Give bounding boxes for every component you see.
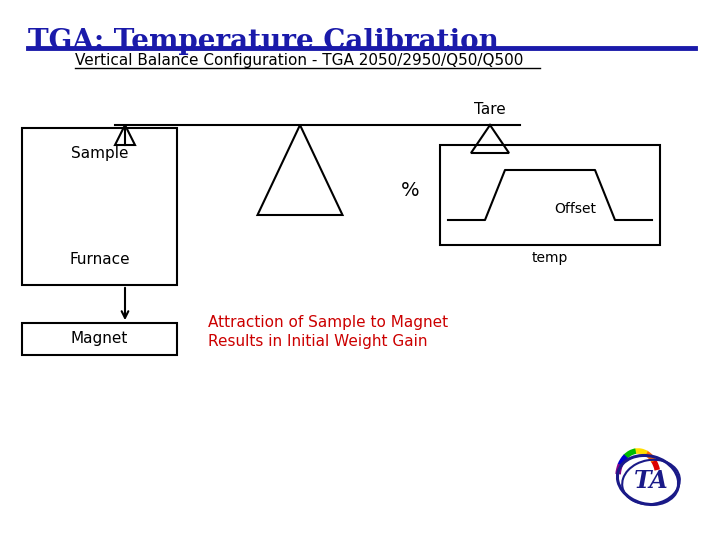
Text: TA: TA [634, 469, 668, 493]
Bar [22, 323, 177, 355]
Text: Results in Initial Weight Gain: Results in Initial Weight Gain [208, 334, 428, 349]
Text: Tare: Tare [474, 102, 506, 117]
Text: Furnace: Furnace [69, 252, 130, 267]
Text: Offset: Offset [554, 202, 596, 216]
Text: Attraction of Sample to Magnet: Attraction of Sample to Magnet [208, 315, 448, 330]
Text: Magnet: Magnet [71, 332, 128, 347]
Text: temp: temp [532, 251, 568, 265]
Text: Sample: Sample [71, 146, 128, 161]
Text: Vertical Balance Configuration - TGA 2050/2950/Q50/Q500: Vertical Balance Configuration - TGA 205… [75, 53, 523, 68]
Bar [22, 128, 177, 285]
Bar [440, 145, 660, 245]
Text: TGA: Temperature Calibration: TGA: Temperature Calibration [28, 28, 499, 55]
Text: %: % [401, 180, 419, 199]
